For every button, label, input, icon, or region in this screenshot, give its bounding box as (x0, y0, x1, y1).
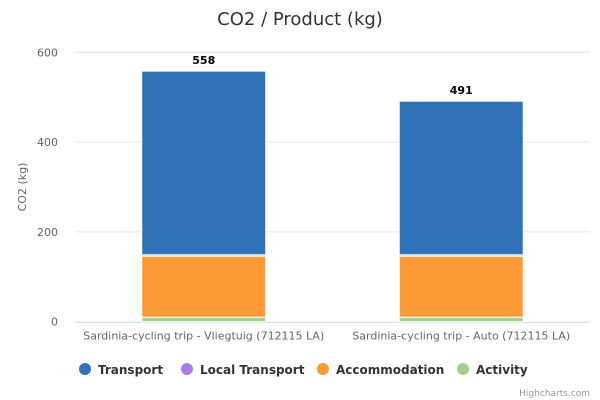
legend-item-accommodation[interactable]: Accommodation (336, 363, 444, 377)
legend-marker[interactable] (317, 363, 329, 375)
bar-transport[interactable] (141, 70, 267, 256)
y-tick-label: 0 (51, 316, 58, 329)
chart-title: CO2 / Product (kg) (217, 9, 383, 30)
stack-total-label: 558 (192, 54, 215, 67)
x-tick-label: Sardinia-cycling trip - Auto (712115 LA) (352, 330, 570, 343)
bar-transport[interactable] (398, 100, 524, 256)
legend-marker[interactable] (79, 363, 91, 375)
legend-item-transport[interactable]: Transport (98, 363, 163, 377)
legend-item-activity[interactable]: Activity (476, 363, 528, 377)
bar-activity[interactable] (398, 316, 524, 323)
y-tick-label: 400 (37, 136, 58, 149)
legend-item-local-transport[interactable]: Local Transport (200, 363, 305, 377)
y-tick-label: 600 (37, 46, 58, 59)
legend-marker[interactable] (181, 363, 193, 375)
bar-activity[interactable] (141, 316, 267, 323)
y-tick-label: 200 (37, 226, 58, 239)
y-axis-title: CO2 (kg) (16, 163, 29, 212)
credits-link[interactable]: Highcharts.com (519, 389, 590, 399)
x-tick-label: Sardinia-cycling trip - Vliegtuig (71211… (83, 330, 324, 343)
stack-total-label: 491 (450, 84, 473, 97)
legend-marker[interactable] (457, 363, 469, 375)
bar-accommodation[interactable] (141, 255, 267, 318)
bar-accommodation[interactable] (398, 255, 524, 318)
